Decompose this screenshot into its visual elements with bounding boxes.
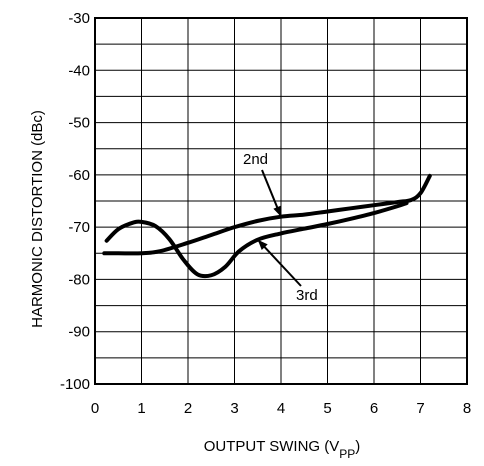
x-tick-label: 3 bbox=[230, 400, 238, 417]
y-tick-label: -50 bbox=[68, 115, 90, 132]
annotation-arrowhead-3rd bbox=[257, 239, 268, 250]
annotation-label-2nd: 2nd bbox=[243, 151, 268, 168]
x-axis-label: OUTPUT SWING (VPP) bbox=[204, 438, 361, 461]
x-tick-label: 4 bbox=[277, 400, 285, 417]
annotation-label-3rd: 3rd bbox=[296, 287, 318, 304]
y-tick-label: -60 bbox=[68, 167, 90, 184]
series-line-2nd bbox=[102, 173, 432, 256]
x-tick-label: 1 bbox=[137, 400, 145, 417]
y-tick-label: -90 bbox=[68, 324, 90, 341]
x-tick-label: 0 bbox=[91, 400, 99, 417]
series-group bbox=[102, 173, 432, 279]
x-axis-label-suffix: ) bbox=[355, 438, 360, 455]
x-tick-label: 6 bbox=[370, 400, 378, 417]
x-tick-label: 8 bbox=[463, 400, 471, 417]
y-tick-label: -80 bbox=[68, 271, 90, 288]
x-tick-label: 2 bbox=[184, 400, 192, 417]
annotation-arrow-3rd bbox=[257, 239, 302, 287]
x-tick-label: 5 bbox=[323, 400, 331, 417]
annotation-arrowhead-2nd bbox=[273, 205, 281, 217]
x-tick-label: 7 bbox=[416, 400, 424, 417]
plot-frame bbox=[94, 17, 468, 385]
tick-labels: 0 1 2 3 4 5 6 7 8 -30 -40 -50 -60 -70 -80 -90 -100 bbox=[60, 10, 471, 417]
y-tick-label: -40 bbox=[68, 62, 90, 79]
y-tick-label: -100 bbox=[60, 376, 90, 393]
annotation-group: 2nd 3rd bbox=[243, 151, 318, 304]
x-axis-label-main: OUTPUT SWING (V bbox=[204, 438, 340, 455]
x-axis-label-subscript: PP bbox=[339, 447, 355, 461]
series-line-3rd bbox=[104, 201, 409, 279]
y-tick-label: -70 bbox=[68, 219, 90, 236]
y-tick-label: -30 bbox=[68, 10, 90, 27]
y-axis-label: HARMONIC DISTORTION (dBc) bbox=[29, 110, 46, 328]
